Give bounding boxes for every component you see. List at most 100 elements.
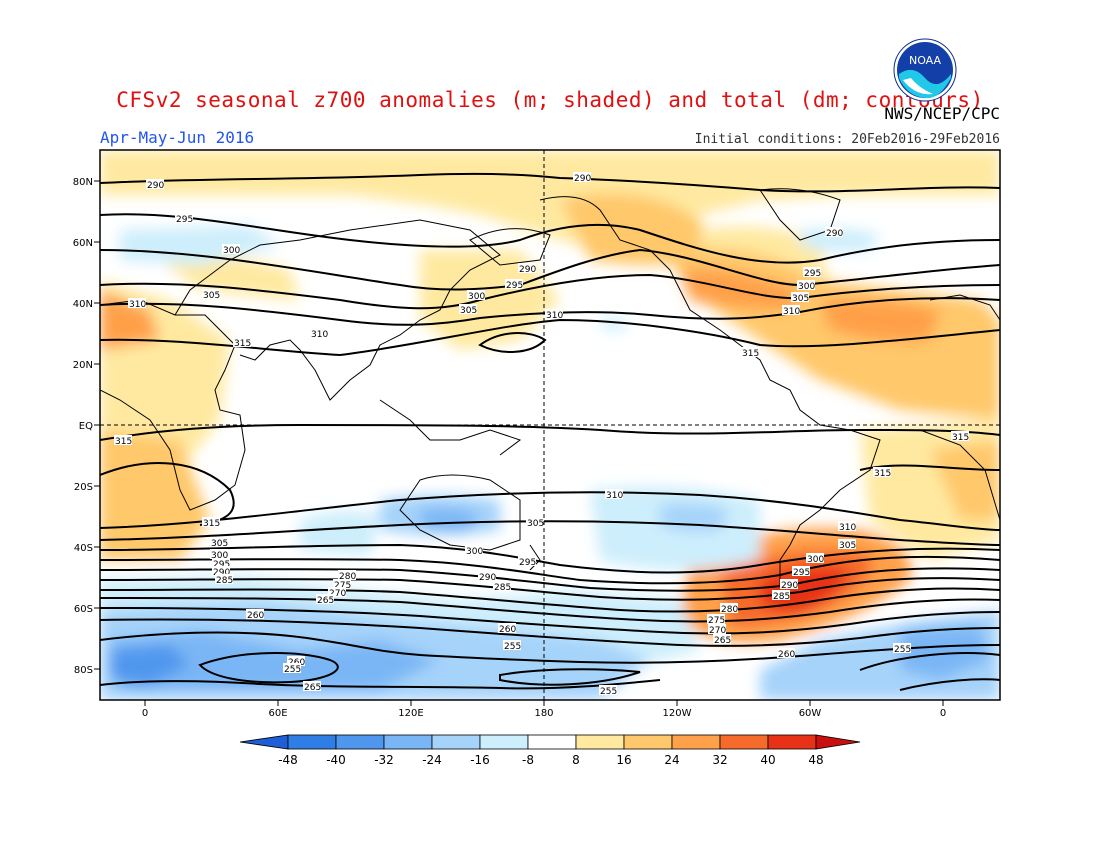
svg-text:300: 300	[468, 292, 485, 302]
svg-text:255: 255	[504, 642, 521, 652]
lon-label: 120E	[398, 708, 423, 719]
svg-text:290: 290	[213, 568, 230, 578]
svg-text:315: 315	[203, 519, 220, 529]
coastlines	[100, 188, 1000, 585]
svg-text:255: 255	[894, 645, 911, 655]
svg-text:315: 315	[874, 469, 891, 479]
svg-text:315: 315	[742, 349, 759, 359]
svg-text:NOAA: NOAA	[909, 54, 942, 67]
lat-label: EQ	[79, 421, 93, 432]
colorbar-tick-label: -32	[374, 753, 394, 767]
svg-text:265: 265	[714, 636, 731, 646]
colorbar-segment	[479, 734, 529, 750]
colorbar-segment	[575, 734, 625, 750]
svg-text:270: 270	[709, 626, 726, 636]
map-area: 290 290 295 300 305 310 315 290 295 300 …	[100, 150, 1000, 700]
svg-text:295: 295	[804, 269, 821, 279]
lat-label: 20N	[73, 360, 93, 371]
svg-text:270: 270	[329, 589, 346, 599]
svg-text:295: 295	[176, 215, 193, 225]
svg-text:265: 265	[304, 683, 321, 693]
svg-text:310: 310	[783, 307, 800, 317]
axis-ticks	[94, 180, 944, 706]
svg-text:300: 300	[807, 555, 824, 565]
contour-lines	[100, 172, 1000, 691]
svg-text:300: 300	[223, 246, 240, 256]
lon-label: 0	[940, 708, 946, 719]
svg-text:315: 315	[234, 339, 251, 349]
svg-text:315: 315	[115, 437, 132, 447]
svg-text:275: 275	[334, 581, 351, 591]
svg-text:290: 290	[479, 573, 496, 583]
svg-text:300: 300	[798, 282, 815, 292]
lat-label: 80S	[74, 665, 93, 676]
colorbar-segment	[767, 734, 817, 750]
lat-label: 60S	[74, 604, 93, 615]
colorbar-segment	[287, 734, 337, 750]
lat-label: 80N	[73, 177, 93, 188]
colorbar-legend: -48 -40 -32 -24 -16 -8 8 16 24 32 40 48	[239, 734, 861, 767]
colorbar-tick-label: -24	[422, 753, 442, 767]
svg-text:310: 310	[546, 311, 563, 321]
svg-text:290: 290	[519, 265, 536, 275]
contour-labels: 290 290 295 300 305 310 315 290 295 300 …	[114, 172, 969, 697]
colorbar-tick-label: -8	[522, 753, 534, 767]
colorbar-segment	[719, 734, 769, 750]
colorbar-segment	[623, 734, 673, 750]
svg-text:295: 295	[506, 281, 523, 291]
colorbar-segment	[671, 734, 721, 750]
lat-label: 60N	[73, 238, 93, 249]
svg-text:285: 285	[773, 592, 790, 602]
svg-text:290: 290	[781, 581, 798, 591]
colorbar-tick-label: 24	[664, 753, 679, 767]
colorbar-tick-label: -40	[326, 753, 346, 767]
svg-text:310: 310	[311, 330, 328, 340]
svg-text:290: 290	[574, 174, 591, 184]
colorbar-tick-label: -16	[470, 753, 490, 767]
svg-text:295: 295	[519, 558, 536, 568]
colorbar-segment	[527, 734, 577, 750]
svg-text:265: 265	[317, 596, 334, 606]
svg-text:275: 275	[708, 616, 725, 626]
svg-text:280: 280	[339, 572, 356, 582]
svg-text:305: 305	[839, 541, 856, 551]
svg-text:305: 305	[460, 306, 477, 316]
svg-text:260: 260	[778, 650, 795, 660]
lon-label: 180	[534, 708, 553, 719]
svg-text:305: 305	[792, 294, 809, 304]
colorbar-tick-label: 32	[712, 753, 727, 767]
longitude-labels: 0 60E 120E 180 120W 60W 0	[142, 708, 946, 719]
lat-label: 40N	[73, 299, 93, 310]
lon-label: 0	[142, 708, 148, 719]
latitude-labels: 80N 60N 40N 20N EQ 20S 40S 60S 80S	[73, 177, 93, 676]
colorbar-low-arrow	[239, 734, 289, 750]
svg-text:280: 280	[721, 605, 738, 615]
chart-title: CFSv2 seasonal z700 anomalies (m; shaded…	[116, 88, 984, 112]
colorbar-tick-label: 48	[808, 753, 823, 767]
colorbar-segment	[431, 734, 481, 750]
colorbar-tick-label: 8	[572, 753, 580, 767]
svg-text:310: 310	[129, 300, 146, 310]
svg-text:295: 295	[793, 568, 810, 578]
svg-text:290: 290	[826, 229, 843, 239]
noaa-logo-icon: NOAA	[893, 38, 957, 102]
colorbar-high-arrow	[815, 734, 861, 750]
colorbar-segment	[335, 734, 385, 750]
svg-text:255: 255	[600, 687, 617, 697]
lat-label: 20S	[74, 482, 93, 493]
svg-text:285: 285	[216, 576, 233, 586]
lon-label: 60E	[268, 708, 287, 719]
colorbar-tick-label: -48	[278, 753, 298, 767]
svg-text:315: 315	[952, 433, 969, 443]
lat-label: 40S	[74, 543, 93, 554]
lon-label: 120W	[663, 708, 692, 719]
svg-text:305: 305	[527, 519, 544, 529]
svg-text:285: 285	[494, 583, 511, 593]
svg-text:300: 300	[466, 547, 483, 557]
colorbar-tick-label: 16	[616, 753, 631, 767]
colorbar-tick-label: 40	[760, 753, 775, 767]
svg-text:300: 300	[211, 551, 228, 561]
svg-text:290: 290	[147, 181, 164, 191]
svg-text:310: 310	[839, 523, 856, 533]
svg-text:310: 310	[606, 491, 623, 501]
